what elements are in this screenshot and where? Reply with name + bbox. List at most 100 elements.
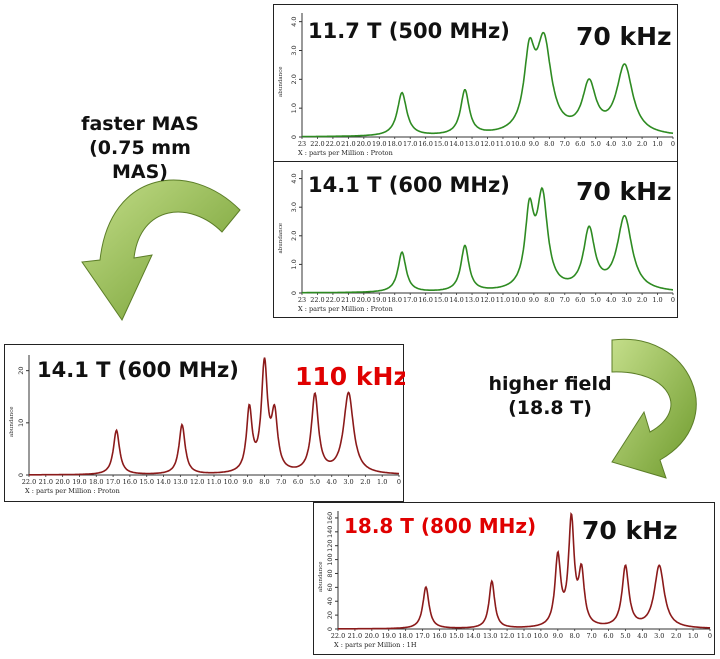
y-tick-label: 160 (326, 512, 334, 524)
y-tick-label: 2.0 (290, 74, 298, 84)
x-tick-label: 20.0 (365, 632, 379, 640)
higher-field-caption: higher field (18.8 T) (480, 373, 620, 421)
x-tick-label: 8.0 (570, 632, 580, 640)
x-tick-label: 7.0 (560, 140, 570, 148)
x-tick-label: 21.0 (348, 632, 362, 640)
chart-title: 11.7 T (500 MHz) (308, 19, 510, 43)
x-tick-label: 11.0 (496, 140, 510, 148)
x-tick-label: 14.0 (156, 478, 170, 486)
higher-field-line2: (18.8 T) (508, 396, 592, 419)
x-tick-label: 19.0 (372, 140, 386, 148)
chart-title: 14.1 T (600 MHz) (37, 358, 239, 382)
x-tick-label: 15.0 (139, 478, 153, 486)
x-tick-label: 13.0 (483, 632, 497, 640)
x-tick-label: 7.0 (586, 632, 596, 640)
y-tick-label: 3.0 (290, 45, 298, 55)
higher-field-line1: higher field (488, 373, 612, 395)
y-tick-label: 0 (17, 473, 25, 477)
x-tick-label: 0 (397, 478, 401, 486)
x-tick-label: 3.0 (621, 296, 631, 304)
x-tick-label: 12.0 (480, 296, 494, 304)
x-tick-label: 6.0 (603, 632, 613, 640)
x-tick-label: 18.0 (388, 140, 402, 148)
y-tick-label: 3.0 (290, 202, 298, 212)
x-axis-label: X : parts per Million : Proton (25, 487, 120, 495)
chart-title: 14.1 T (600 MHz) (308, 173, 510, 197)
x-tick-label: 5.0 (591, 140, 601, 148)
x-tick-label: 22.0 (326, 296, 340, 304)
x-tick-label: 22.0 (326, 140, 340, 148)
x-tick-label: 7.0 (560, 296, 570, 304)
faster-mas-caption: faster MAS (0.75 mm MAS) (60, 113, 220, 184)
y-axis-label: abundance (318, 561, 324, 592)
x-axis-label: X : parts per Million : Proton (298, 305, 393, 313)
x-tick-label: 6.0 (575, 140, 585, 148)
x-tick-label: 13.0 (173, 478, 187, 486)
y-tick-label: 40 (326, 597, 334, 605)
x-tick-label: 0 (671, 140, 675, 148)
faster-mas-arrow (81, 179, 241, 322)
x-tick-label: 8.0 (259, 478, 269, 486)
x-tick-label: 18.0 (89, 478, 103, 486)
spectrum-panel-800mhz: 0 20 40 60 80 100 120 140 160 abundance 22.0 21.0 20… (313, 502, 715, 655)
y-tick-label: 4.0 (290, 173, 298, 183)
x-tick-label: 2.0 (637, 140, 647, 148)
y-axis-label: abundance (9, 406, 15, 437)
x-tick-label: 21.0 (39, 478, 53, 486)
x-tick-label: 5.0 (310, 478, 320, 486)
mas-rate-label: 70 kHz (576, 22, 672, 51)
x-tick-label: 16.0 (432, 632, 446, 640)
x-tick-label: 17.0 (415, 632, 429, 640)
x-tick-label: 14.0 (449, 140, 463, 148)
x-tick-label: 2.0 (360, 478, 370, 486)
x-tick-label: 4.0 (637, 632, 647, 640)
x-tick-label: 17.0 (106, 478, 120, 486)
x-tick-label: 5.0 (620, 632, 630, 640)
spectrum-line (302, 186, 673, 294)
y-tick-label: 2.0 (290, 231, 298, 241)
y-tick-label: 120 (326, 539, 334, 551)
x-tick-label: 23 (298, 140, 306, 148)
spectrum-line (338, 512, 711, 630)
y-tick-label: 1.0 (290, 259, 298, 269)
x-tick-label: 14.0 (466, 632, 480, 640)
x-tick-label: 4.0 (327, 478, 337, 486)
x-tick-label: 3.0 (621, 140, 631, 148)
x-tick-label: 13.0 (465, 140, 479, 148)
spectrum-line (302, 31, 674, 138)
x-tick-label: 20.0 (357, 296, 371, 304)
x-tick-label: 11.0 (496, 296, 510, 304)
x-tick-label: 1.0 (377, 478, 387, 486)
spectrum-panel-600mhz-70khz: 0 1.0 2.0 3.0 4.0 abundance 23 22.0 22.0 21.0 20.0… (273, 161, 678, 318)
x-tick-label: 10.0 (534, 632, 548, 640)
x-tick-label: 1.0 (652, 296, 662, 304)
x-tick-label: 16.0 (418, 140, 432, 148)
x-tick-label: 18.0 (388, 296, 402, 304)
x-axis-label: X : parts per Million : Proton (298, 149, 393, 157)
x-tick-label: 4.0 (606, 296, 616, 304)
x-tick-label: 9.0 (553, 632, 563, 640)
mas-rate-label: 70 kHz (582, 516, 678, 545)
y-tick-label: 0 (290, 135, 298, 139)
spectrum-panel-500mhz: 0 1.0 2.0 3.0 4.0 abundance 23 22.0 22.0 21.0 20.0… (273, 4, 678, 162)
x-tick-label: 9.0 (529, 296, 539, 304)
x-tick-label: 16.0 (418, 296, 432, 304)
x-tick-label: 22.0 (22, 478, 36, 486)
x-tick-label: 1.0 (652, 140, 662, 148)
x-tick-label: 3.0 (654, 632, 664, 640)
x-tick-label: 3.0 (343, 478, 353, 486)
y-tick-label: 4.0 (290, 16, 298, 26)
spectrum-chart-600mhz-110khz: 0 10 20 abundance 22.0 21.0 20.0 19.0 18.0 17.0 16… (9, 355, 405, 495)
chart-title: 18.8 T (800 MHz) (344, 514, 536, 538)
x-tick-label: 19.0 (381, 632, 395, 640)
y-tick-label: 60 (326, 583, 334, 591)
x-tick-label: 15.0 (434, 296, 448, 304)
y-axis-label: abundance (278, 66, 284, 97)
x-tick-label: 11.0 (207, 478, 221, 486)
x-tick-label: 21.0 (341, 296, 355, 304)
x-tick-label: 22.0 (310, 296, 324, 304)
